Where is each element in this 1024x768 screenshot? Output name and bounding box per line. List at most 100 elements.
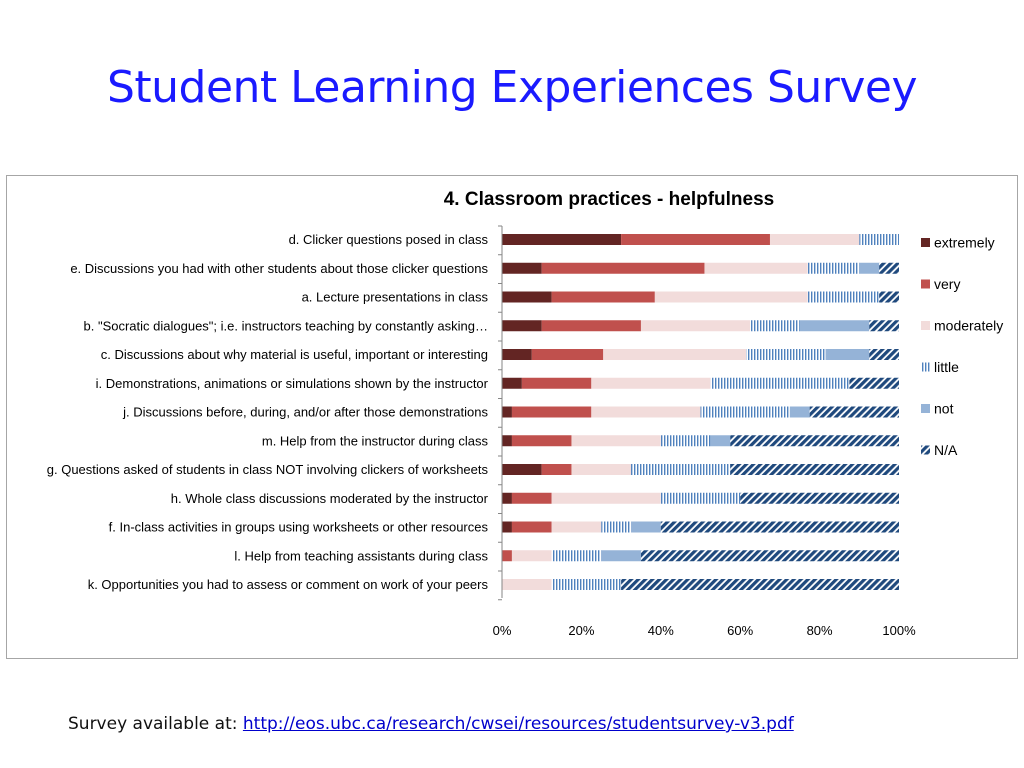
legend-label: not [934,401,954,417]
legend-label: little [934,359,959,375]
category-label: f. In-class activities in groups using w… [109,520,489,535]
bar-segment-little [700,406,790,418]
bar-segment-little [551,579,622,590]
bar-segment-little [807,262,860,274]
bar-segment-extremely [502,234,622,245]
bar-segment-moderately [571,435,661,447]
category-label: c. Discussions about why material is use… [101,347,488,362]
bar-segment-not [825,349,870,360]
bar-segment-little [746,349,826,360]
legend-label: very [934,276,960,292]
x-tick-label: 0% [493,623,512,638]
bar-segment-little [551,550,602,562]
footer: Survey available at: http://eos.ubc.ca/r… [68,714,794,734]
bar-segment-moderately [511,550,552,562]
category-label: m. Help from the instructor during class [262,433,489,448]
bar-segment-moderately [769,234,860,245]
bar-segment-na [740,492,899,504]
bar-segment-very [511,435,572,447]
bar-segment-moderately [640,320,751,332]
category-label: j. Discussions before, during, and/or af… [122,405,488,420]
bar-segment-na [879,291,899,303]
bar-segment-very [511,521,552,533]
bar-segment-little [710,377,850,389]
bar-segment-not [601,550,641,562]
bar-segment-very [502,550,512,562]
bar-segment-extremely [502,521,512,533]
bar-segment-very [531,349,604,360]
bar-segment-extremely [502,492,512,504]
legend-swatch [921,238,930,247]
x-tick-label: 20% [568,623,594,638]
category-label: e. Discussions you had with other studen… [70,261,488,276]
bar-segment-moderately [502,579,552,590]
footer-label: Survey available at: [68,714,238,734]
bar-segment-very [541,320,641,332]
bar-segment-na [640,550,899,562]
bar-segment-moderately [704,262,808,274]
category-label: k. Opportunities you had to assess or co… [88,577,489,592]
category-label: l. Help from teaching assistants during … [234,548,488,563]
category-label: i. Demonstrations, animations or simulat… [96,376,489,391]
legend-swatch [921,404,930,413]
x-tick-label: 40% [648,623,674,638]
bar-segment-na [879,262,899,274]
bar-segment-little [807,291,880,303]
category-label: d. Clicker questions posed in class [289,232,489,247]
bar-segment-moderately [654,291,808,303]
legend-swatch [921,279,930,289]
bar-segment-very [521,377,592,389]
bar-segment-moderately [571,464,632,475]
category-label: h. Whole class discussions moderated by … [171,491,489,506]
bar-segment-little [660,435,711,447]
bar-segment-extremely [502,291,552,303]
bar-segment-very [541,464,572,475]
category-label: g. Questions asked of students in class … [47,462,489,477]
bar-segment-moderately [591,406,701,418]
bar-segment-not [789,406,810,418]
bar-segment-na [869,349,899,360]
bar-segment-extremely [502,377,522,389]
bar-segment-not [631,521,661,533]
legend-swatch [921,362,930,372]
bar-segment-not [799,320,870,332]
bar-segment-moderately [591,377,711,389]
bar-segment-little [750,320,800,332]
bar-segment-extremely [502,464,542,475]
chart-title: 4. Classroom practices - helpfulness [444,189,775,210]
legend-label: extremely [934,235,995,251]
bar-segment-very [551,291,655,303]
bar-segment-moderately [603,349,747,360]
bar-segment-na [621,579,899,590]
x-tick-label: 80% [807,623,833,638]
bar-segment-extremely [502,435,512,447]
bar-segment-very [541,262,705,274]
bar-segment-extremely [502,320,542,332]
bar-segment-not [710,435,731,447]
bar-segment-na [809,406,899,418]
bar-segment-na [849,377,899,389]
bar-segment-extremely [502,349,532,360]
chart-frame: 4. Classroom practices - helpfulness d. … [6,175,1018,659]
bar-segment-moderately [551,521,602,533]
bar-segment-very [511,406,592,418]
bar-segment-na [869,320,899,332]
bar-segment-na [660,521,899,533]
survey-link[interactable]: http://eos.ubc.ca/research/cwsei/resourc… [242,714,794,734]
legend-swatch [921,445,930,455]
category-label: b. "Socratic dialogues"; i.e. instructor… [84,318,489,333]
bar-segment-very [511,492,552,504]
bar-segment-little [660,492,741,504]
bar-segment-na [730,435,899,447]
bar-segment-extremely [502,262,542,274]
bar-segment-little [859,234,899,245]
legend-label: moderately [934,318,1003,334]
x-tick-label: 60% [727,623,753,638]
bar-segment-little [601,521,632,533]
slide-title: Student Learning Experiences Survey [106,62,918,113]
bar-segment-little [631,464,731,475]
legend-swatch [921,321,930,330]
x-tick-label: 100% [882,623,916,638]
bar-segment-moderately [551,492,661,504]
bar-segment-na [730,464,899,475]
